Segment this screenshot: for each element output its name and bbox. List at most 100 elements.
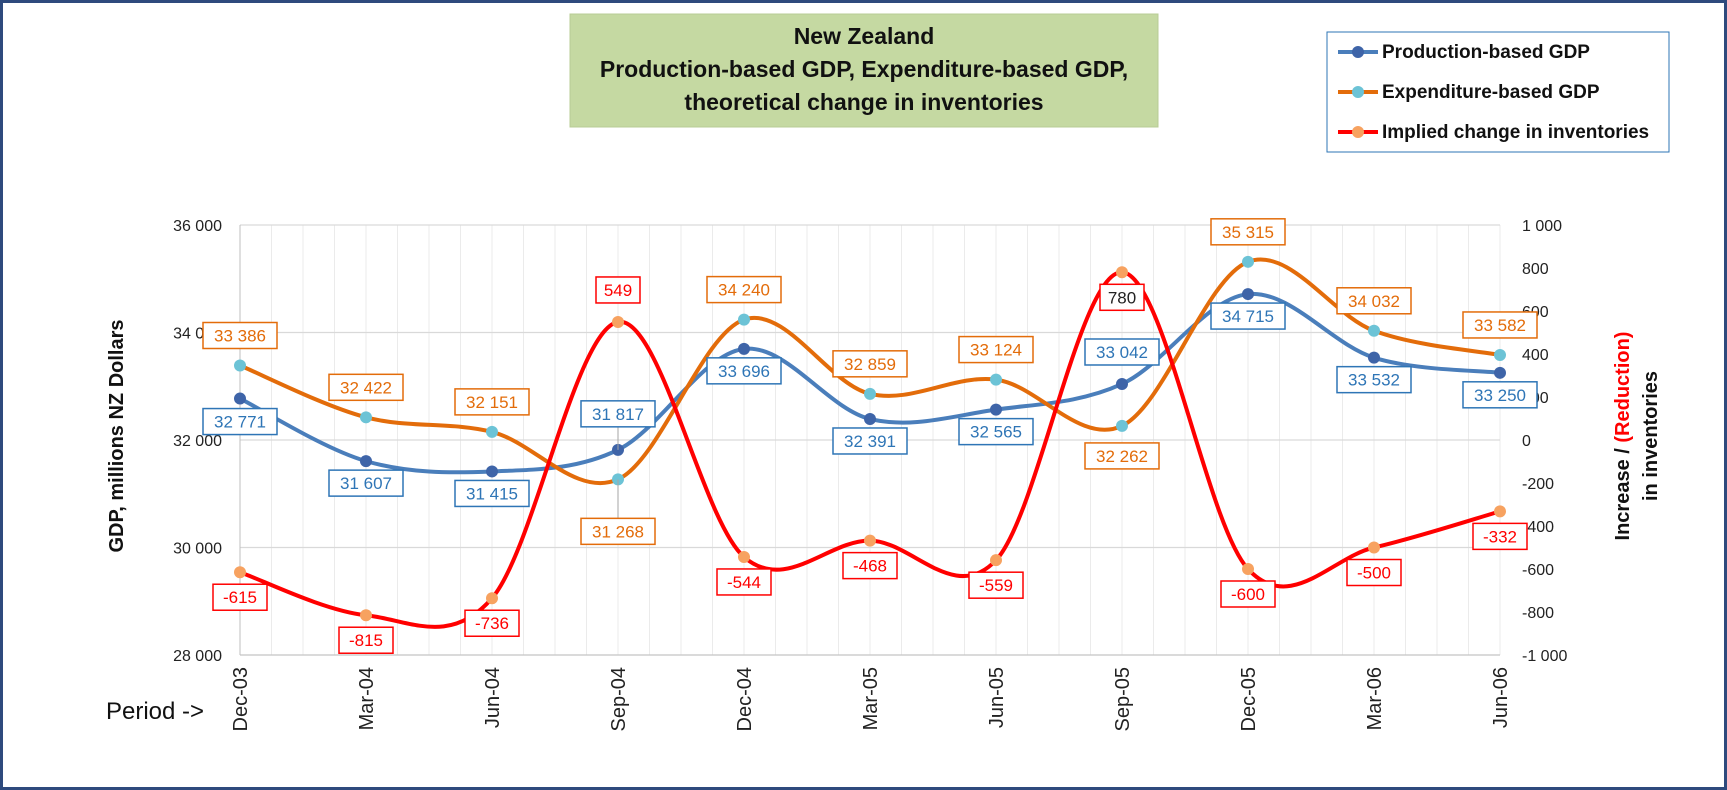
y-right-tick-label: 0 (1522, 433, 1531, 450)
data-label-box (212, 583, 268, 611)
data-label-text: -736 (475, 614, 509, 633)
legend-marker-inventories (1352, 126, 1364, 138)
data-label-production: 31 415 (454, 479, 530, 508)
marker-production (1368, 351, 1380, 364)
data-label-production: 31 817 (580, 400, 656, 428)
data-label-text: -815 (349, 631, 383, 650)
data-label-production: 33 532 (1336, 365, 1412, 394)
data-label-production: 33 250 (1462, 381, 1538, 409)
data-label-text: 33 696 (718, 362, 770, 381)
data-label-box (202, 321, 278, 350)
data-label-text: 31 415 (466, 484, 518, 503)
legend-marker-expenditure (1352, 86, 1364, 98)
data-label-text: 31 607 (340, 474, 392, 493)
marker-expenditure (1242, 255, 1254, 268)
y-right-tick-label: 800 (1522, 261, 1549, 278)
y-right-axis-title-reduction: (Reduction) (1612, 332, 1634, 443)
marker-expenditure (234, 359, 246, 372)
marker-inventories (1368, 541, 1380, 554)
x-tick-label: Dec-03 (230, 667, 252, 731)
data-label-inventories: -815 (338, 626, 394, 654)
series-layer (234, 255, 1506, 629)
data-label-text: 32 422 (340, 378, 392, 397)
data-label-text: -600 (1231, 585, 1265, 604)
data-label-text: 34 240 (718, 281, 770, 300)
title-box: New Zealand Production-based GDP, Expend… (569, 13, 1159, 128)
data-label-inventories: -600 (1220, 580, 1276, 608)
marker-expenditure (1368, 324, 1380, 337)
x-tick-label: Mar-04 (356, 667, 378, 730)
data-label-text: 33 582 (1474, 316, 1526, 335)
data-label-text: 33 042 (1096, 343, 1148, 362)
y-right-axis-title-line-1: Increase / (Reduction) (1612, 332, 1634, 541)
marker-inventories (738, 550, 750, 563)
legend-item-inventories: Implied change in inventories (1338, 122, 1649, 143)
x-tick-label: Mar-06 (1364, 667, 1386, 730)
data-label-text: -559 (979, 576, 1013, 595)
data-label-expenditure: 31 268 (580, 517, 656, 546)
data-label-box (338, 626, 394, 654)
data-label-text: 32 859 (844, 355, 896, 374)
data-label-box (1472, 522, 1528, 551)
legend-item-expenditure: Expenditure-based GDP (1338, 82, 1600, 103)
data-label-box (1462, 311, 1538, 339)
data-label-inventories: -500 (1346, 558, 1402, 587)
data-label-inventories: -615 (212, 583, 268, 611)
data-label-box (1336, 287, 1412, 315)
x-tick-label: Sep-04 (608, 667, 630, 732)
data-label-inventories: -544 (716, 568, 772, 596)
legend-item-production: Production-based GDP (1338, 42, 1590, 63)
data-label-box (328, 469, 404, 497)
data-label-text: -468 (853, 557, 887, 576)
title-background (569, 13, 1159, 128)
marker-production (990, 403, 1002, 416)
data-label-text: 32 565 (970, 423, 1022, 442)
marker-inventories (1116, 266, 1128, 279)
data-label-box (454, 479, 530, 508)
data-label-text: 31 817 (592, 405, 644, 424)
marker-inventories (486, 592, 498, 605)
y-left-tick-label: 28 000 (173, 648, 222, 665)
data-label-inventories: -468 (842, 551, 898, 580)
data-label-box (1210, 302, 1286, 330)
y-left-tick-label: 36 000 (173, 218, 222, 235)
marker-expenditure (1494, 348, 1506, 361)
data-label-production: 32 771 (202, 407, 278, 436)
x-tick-label: Jun-05 (986, 667, 1008, 728)
legend-label-expenditure: Expenditure-based GDP (1382, 82, 1600, 103)
data-label-box (832, 350, 908, 378)
data-label-production: 31 607 (328, 469, 404, 497)
x-tick-label: Sep-05 (1112, 667, 1134, 732)
data-label-expenditure: 34 032 (1336, 287, 1412, 315)
data-label-text: -332 (1483, 527, 1517, 546)
data-label-text: 31 268 (592, 522, 644, 541)
data-label-box (832, 427, 908, 455)
marker-expenditure (990, 373, 1002, 386)
y-right-tick-label: -800 (1522, 605, 1554, 622)
data-label-text: 33 386 (214, 327, 266, 346)
y-right-axis-title-line-2: in inventories (1640, 371, 1662, 501)
x-tick-label: Jun-06 (1490, 667, 1512, 728)
y-right-tick-label: -400 (1522, 519, 1554, 536)
data-label-inventories: -332 (1472, 522, 1528, 551)
x-tick-label: Mar-05 (860, 667, 882, 730)
y-right-tick-label: -200 (1522, 476, 1554, 493)
data-label-text: -544 (727, 573, 761, 592)
data-label-text: 33 532 (1348, 371, 1400, 390)
data-label-production: 34 715 (1210, 302, 1286, 330)
data-label-expenditure: 35 315 (1210, 218, 1286, 246)
y-right-tick-label: 1 000 (1522, 218, 1562, 235)
y-right-tick-label: -600 (1522, 562, 1554, 579)
data-label-inventories: -736 (464, 609, 520, 637)
y-right-tick-label: -1 000 (1522, 648, 1567, 665)
data-label-box (595, 276, 641, 304)
data-label-box (1336, 365, 1412, 394)
data-label-text: 33 250 (1474, 386, 1526, 405)
data-label-text: 32 771 (214, 413, 266, 432)
data-label-production: 33 042 (1084, 338, 1160, 366)
period-label: Period -> (106, 698, 204, 725)
data-label-box (1084, 442, 1160, 470)
